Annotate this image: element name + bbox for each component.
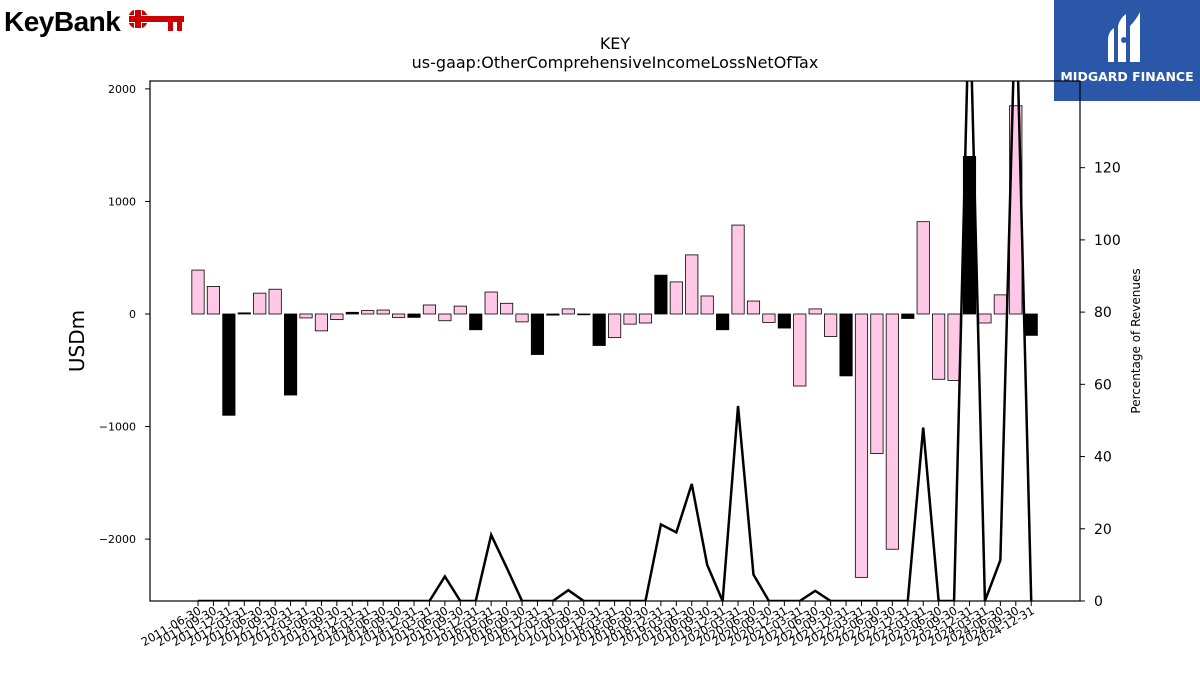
bar [654,274,668,315]
y-axis-left: −2000 −1000 0 1000 2000 [99,83,150,546]
line-layer [198,81,1033,601]
key-icon [128,9,185,31]
bar [438,313,452,322]
bar [916,221,930,315]
bar [561,308,575,315]
bar [947,313,961,381]
keybank-logo-text: KeyBank [4,6,121,37]
bar [777,313,791,329]
bar [978,313,992,324]
bar [500,302,514,315]
bar [608,313,622,339]
bar [700,295,714,315]
bars-layer [191,105,1038,578]
bar [314,313,329,332]
bar [222,313,236,416]
chart-title: KEY [600,34,631,53]
bar [299,313,313,319]
bar [392,313,406,318]
bar [839,313,853,377]
revenue-percentage-line [198,81,1033,601]
y-tick-label: 1000 [108,195,136,208]
bar [546,313,560,316]
midgard-logo-icon [1108,12,1140,62]
bar [361,310,375,315]
y-tick-label: −1000 [99,421,136,434]
bar [253,292,267,315]
bar [685,254,699,315]
bar [206,286,220,315]
bar [885,313,899,550]
midgard-finance-badge: MIDGARD FINANCE [1054,0,1200,101]
bar [237,312,251,315]
bar [469,313,483,331]
bar [638,313,653,324]
bar [422,304,437,315]
midgard-badge-text: MIDGARD FINANCE [1060,69,1194,84]
y2-tick-label: 100 [1094,233,1121,249]
bar [592,313,606,346]
bar [669,281,683,315]
y2-tick-label: 40 [1094,450,1112,466]
bar [793,313,807,387]
y-tick-label: 2000 [108,83,136,96]
bar [731,224,745,315]
bar [407,313,421,318]
y-tick-label: 0 [129,308,136,321]
bar [870,313,884,454]
bar [376,309,390,315]
bar [746,300,761,315]
bar [808,308,822,315]
y2-tick-label: 80 [1094,305,1112,321]
chart-subtitle: us-gaap:OtherComprehensiveIncomeLossNetO… [412,53,819,72]
x-axis: 2011-06-302011-09-302011-12-312012-03-31… [139,601,1037,649]
y-tick-label: −2000 [99,533,136,546]
bar [762,313,776,323]
bar [345,311,359,315]
y2-tick-label: 0 [1094,594,1103,610]
bar [716,313,730,331]
y2-tick-label: 60 [1094,377,1112,393]
bar [901,313,915,319]
bar [530,313,545,355]
bar [515,313,529,323]
bar [284,313,298,396]
y-axis-label: USDm [65,310,89,372]
bar [453,305,467,315]
y2-tick-label: 120 [1094,161,1121,177]
bar [824,313,838,337]
y2-tick-label: 20 [1094,522,1112,538]
bar [268,288,282,315]
bar [1024,313,1038,336]
y2-axis-label: Percentage of Revenues [1129,268,1143,413]
bar [484,291,498,315]
bar [577,313,591,316]
bar [191,269,205,315]
bar [330,313,344,321]
bar [932,313,946,380]
bar [854,313,869,578]
keybank-logo: KeyBank [4,2,188,42]
bar [623,313,637,325]
bar [993,294,1007,315]
y-axis-right: 0 20 40 60 80 100 120 [1080,161,1121,610]
